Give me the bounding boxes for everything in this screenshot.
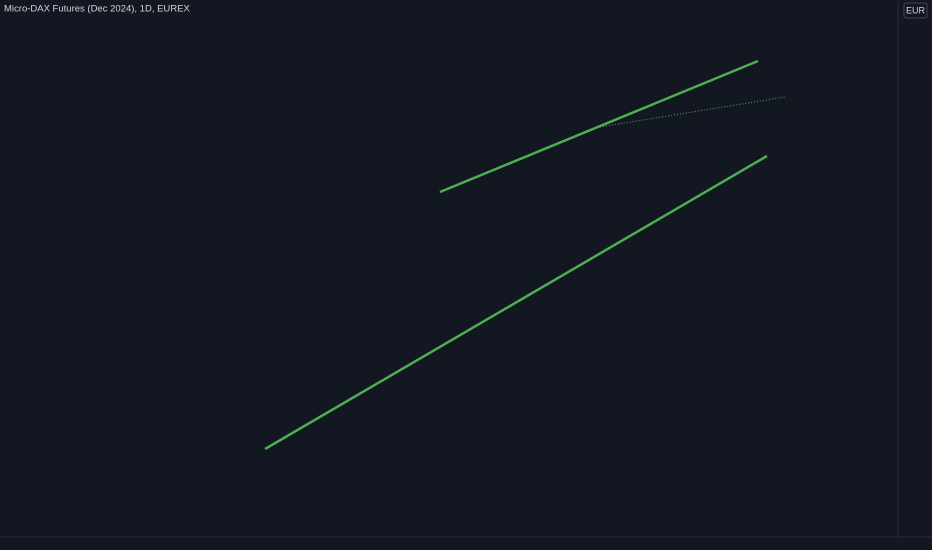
price-axis: [898, 0, 932, 550]
channel-mid: [599, 96, 786, 128]
currency-button[interactable]: [903, 2, 928, 19]
drawings: [264, 59, 786, 451]
currency[interactable]: EUR: [906, 5, 926, 15]
chart-title: Micro-DAX Futures (Dec 2024), 1D, EUREX: [4, 4, 190, 15]
channel-upper: [439, 59, 759, 194]
channel-lower: [264, 154, 768, 451]
